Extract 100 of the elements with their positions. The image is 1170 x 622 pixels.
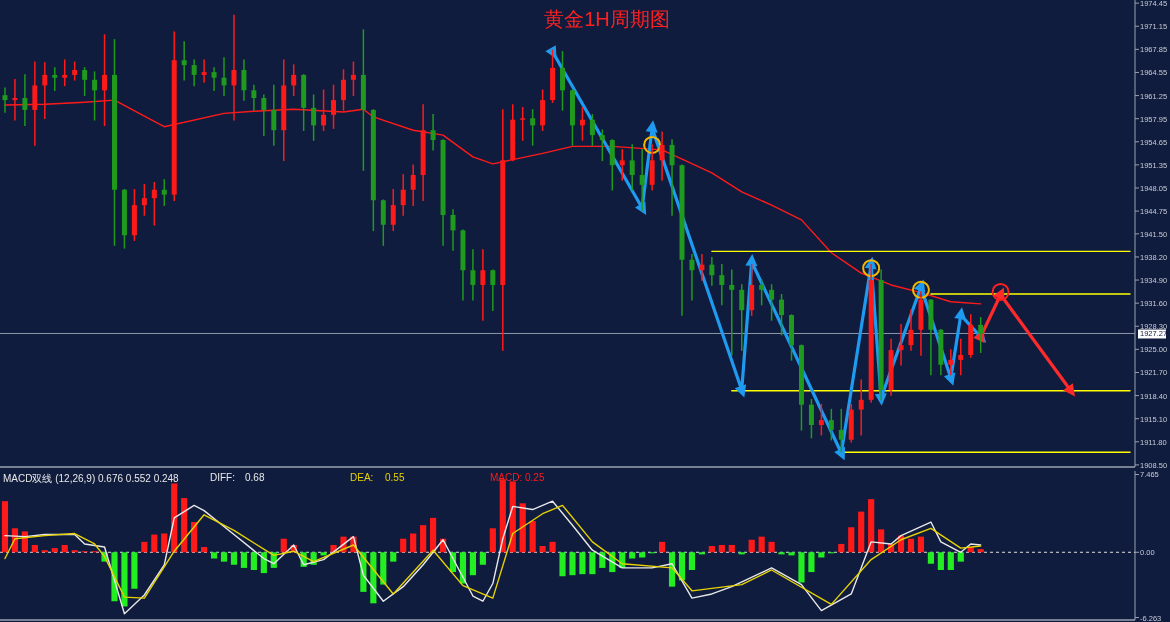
point	[1063, 383, 1076, 397]
bar	[728, 544, 735, 553]
point	[911, 280, 930, 299]
bar	[529, 521, 536, 553]
candlestick	[639, 149, 645, 211]
bar	[41, 550, 48, 553]
bar	[280, 538, 287, 553]
annotation: 0.55	[385, 472, 405, 483]
candlestick	[560, 51, 566, 111]
series-label: MACD:	[490, 472, 523, 483]
candlestick	[261, 94, 267, 136]
point	[862, 259, 881, 278]
bar	[718, 544, 725, 553]
bar	[947, 552, 954, 570]
bar	[410, 533, 417, 553]
bar	[917, 536, 925, 553]
candlestick	[271, 84, 277, 146]
candlestick	[390, 188, 396, 232]
point	[991, 282, 1010, 301]
candlestick	[291, 64, 297, 96]
candlestick	[589, 114, 595, 146]
bar	[71, 550, 78, 553]
candlestick	[808, 399, 814, 439]
candlestick	[520, 107, 526, 141]
candlestick	[490, 269, 496, 311]
annotation: 0.68	[245, 472, 265, 483]
bar	[738, 552, 745, 555]
bar	[778, 552, 785, 555]
candlestick	[779, 294, 785, 336]
bar	[708, 546, 715, 553]
point	[745, 253, 758, 267]
annotation: 0.25	[525, 472, 545, 483]
candlestick	[161, 179, 167, 206]
candlestick	[2, 87, 8, 113]
bar	[31, 544, 38, 553]
candlestick	[410, 164, 416, 206]
candlestick	[191, 59, 197, 87]
candlestick	[350, 61, 356, 96]
bar	[907, 538, 915, 553]
bar	[937, 552, 944, 570]
candlestick	[948, 349, 954, 376]
bar	[131, 552, 138, 589]
bar	[599, 552, 606, 568]
bar	[479, 552, 486, 565]
point	[643, 135, 662, 154]
candlestick	[211, 67, 217, 92]
candlestick	[62, 59, 68, 87]
candlestick	[818, 403, 824, 436]
candlestick	[181, 41, 187, 81]
candlestick	[689, 254, 695, 301]
chart-title: 黄金1H周期图	[544, 8, 670, 30]
bar	[788, 552, 795, 556]
bar	[559, 552, 566, 577]
bar	[957, 552, 964, 562]
candlestick	[769, 284, 775, 321]
candlestick	[978, 317, 984, 353]
candlestick	[729, 269, 735, 356]
bar	[260, 552, 267, 574]
candlestick	[400, 174, 406, 216]
candlestick	[470, 249, 476, 301]
point	[834, 446, 846, 461]
bar	[201, 547, 208, 553]
candlestick	[659, 131, 665, 181]
point	[943, 372, 956, 386]
candlestick	[908, 309, 914, 351]
bar	[589, 552, 596, 575]
bar	[818, 552, 825, 558]
bar	[549, 541, 556, 553]
candlestick	[739, 284, 745, 351]
bar	[161, 533, 168, 553]
candlestick	[52, 67, 58, 92]
candlestick	[958, 338, 964, 376]
bar	[250, 552, 257, 570]
bar	[400, 538, 407, 553]
bar	[420, 525, 427, 553]
point	[954, 307, 967, 320]
candlestick	[251, 84, 257, 111]
text: DIFF:	[210, 472, 235, 483]
bar	[639, 552, 646, 558]
candlestick	[480, 249, 486, 321]
bar	[141, 541, 148, 553]
candlestick	[759, 279, 765, 306]
bar	[748, 539, 755, 553]
candlestick	[669, 139, 675, 216]
bar	[210, 552, 218, 559]
bar	[868, 499, 875, 553]
candlestick	[22, 74, 28, 127]
bar	[230, 552, 238, 565]
bar	[430, 517, 437, 553]
bar	[768, 541, 775, 553]
candlestick	[719, 263, 725, 306]
point	[645, 120, 658, 133]
bar	[678, 552, 686, 581]
bar	[469, 552, 476, 576]
bar	[808, 552, 815, 573]
point	[734, 384, 747, 398]
bar	[579, 552, 586, 575]
bar	[51, 548, 58, 553]
candlestick	[709, 256, 715, 286]
bar	[688, 552, 696, 570]
